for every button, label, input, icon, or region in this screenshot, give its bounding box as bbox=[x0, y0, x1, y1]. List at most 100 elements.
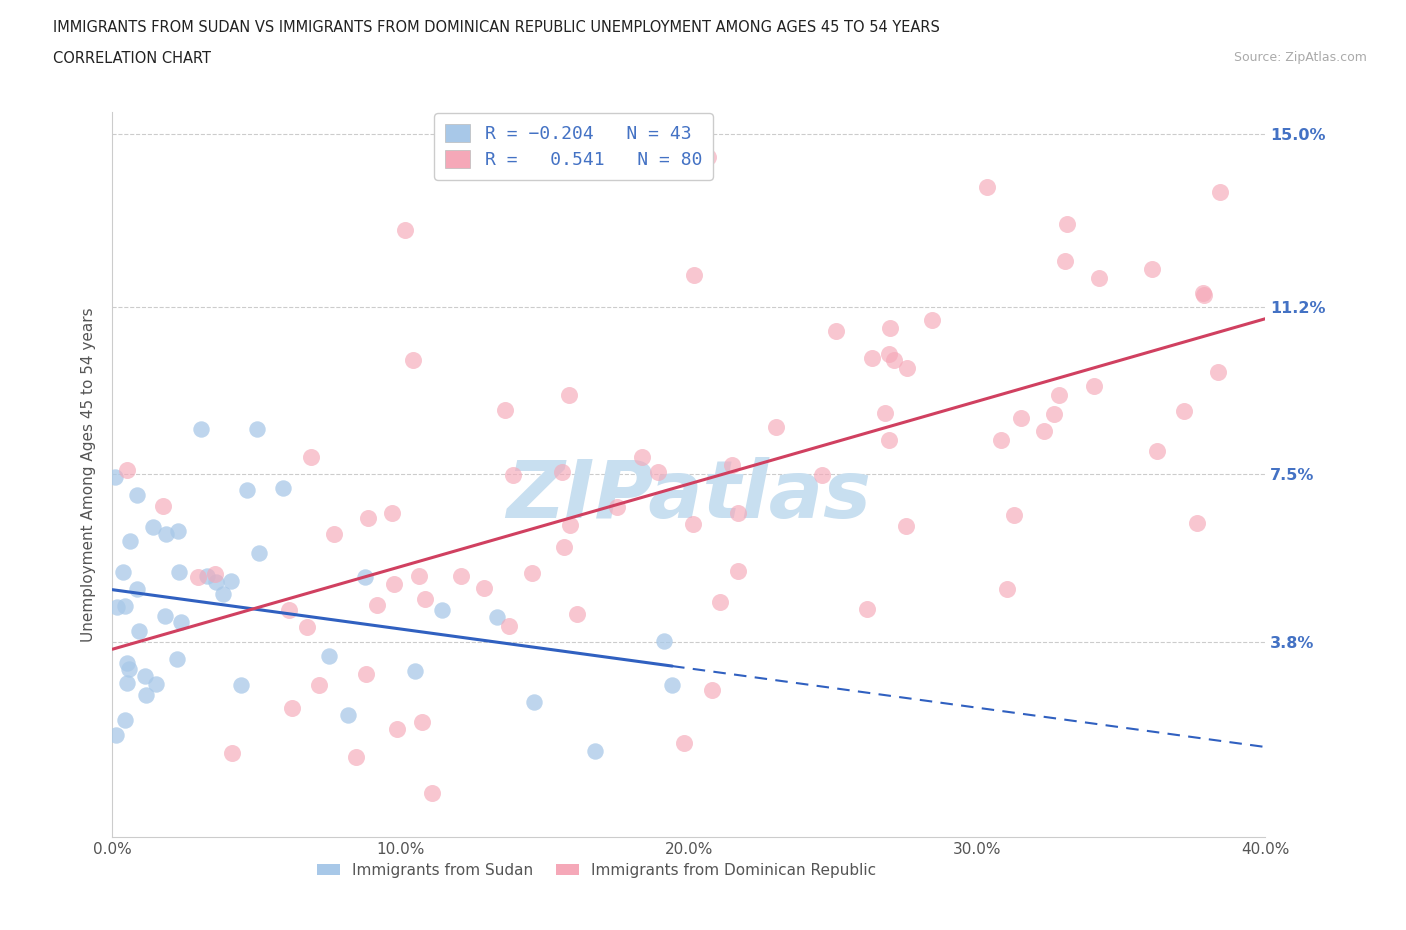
Point bbox=[381, 505, 404, 520]
Point bbox=[877, 346, 900, 361]
Point bbox=[134, 669, 156, 684]
Point bbox=[551, 464, 574, 479]
Point bbox=[856, 602, 879, 617]
Point bbox=[1185, 515, 1208, 530]
Point bbox=[553, 539, 575, 554]
Point bbox=[195, 568, 218, 583]
Point bbox=[583, 743, 606, 758]
Point bbox=[606, 499, 628, 514]
Point bbox=[879, 320, 901, 335]
Point bbox=[420, 786, 443, 801]
Point bbox=[271, 481, 294, 496]
Point bbox=[114, 712, 136, 727]
Point bbox=[212, 586, 235, 601]
Point bbox=[825, 324, 848, 339]
Point bbox=[810, 468, 832, 483]
Point bbox=[862, 351, 884, 365]
Point bbox=[565, 606, 588, 621]
Point bbox=[558, 388, 581, 403]
Point bbox=[1173, 404, 1195, 418]
Point bbox=[721, 458, 744, 472]
Y-axis label: Unemployment Among Ages 45 to 54 years: Unemployment Among Ages 45 to 54 years bbox=[80, 307, 96, 642]
Point bbox=[485, 610, 508, 625]
Point bbox=[127, 581, 149, 596]
Point bbox=[187, 569, 209, 584]
Point bbox=[1191, 286, 1213, 300]
Point bbox=[523, 695, 546, 710]
Point bbox=[1047, 388, 1070, 403]
Point bbox=[337, 708, 360, 723]
Point bbox=[145, 676, 167, 691]
Point bbox=[1206, 365, 1229, 379]
Text: Source: ZipAtlas.com: Source: ZipAtlas.com bbox=[1233, 51, 1367, 64]
Text: CORRELATION CHART: CORRELATION CHART bbox=[53, 51, 211, 66]
Point bbox=[1002, 507, 1025, 522]
Point bbox=[219, 574, 242, 589]
Point bbox=[683, 268, 706, 283]
Point bbox=[142, 520, 165, 535]
Point bbox=[631, 449, 654, 464]
Point bbox=[152, 498, 174, 513]
Point bbox=[118, 534, 141, 549]
Text: ZIPatlas: ZIPatlas bbox=[506, 457, 872, 535]
Point bbox=[921, 312, 943, 327]
Point bbox=[231, 677, 253, 692]
Point bbox=[894, 519, 917, 534]
Point bbox=[356, 666, 378, 681]
Point bbox=[1140, 261, 1163, 276]
Point bbox=[322, 527, 344, 542]
Point bbox=[472, 580, 495, 595]
Point bbox=[246, 421, 269, 436]
Point bbox=[354, 570, 377, 585]
Point bbox=[394, 222, 416, 237]
Point bbox=[112, 565, 135, 579]
Point bbox=[204, 566, 226, 581]
Point bbox=[408, 568, 430, 583]
Point bbox=[114, 598, 136, 613]
Point bbox=[247, 546, 270, 561]
Point bbox=[297, 619, 319, 634]
Point bbox=[1083, 379, 1105, 393]
Point bbox=[135, 687, 157, 702]
Point bbox=[344, 750, 367, 764]
Point bbox=[1053, 253, 1076, 268]
Point bbox=[278, 603, 301, 618]
Point bbox=[117, 463, 139, 478]
Point bbox=[896, 360, 918, 375]
Point bbox=[1146, 444, 1168, 458]
Point bbox=[387, 722, 409, 737]
Point bbox=[104, 727, 127, 742]
Point bbox=[204, 574, 226, 589]
Point bbox=[727, 564, 749, 578]
Point bbox=[672, 736, 695, 751]
Point bbox=[430, 603, 453, 618]
Text: IMMIGRANTS FROM SUDAN VS IMMIGRANTS FROM DOMINICAN REPUBLIC UNEMPLOYMENT AMONG A: IMMIGRANTS FROM SUDAN VS IMMIGRANTS FROM… bbox=[53, 20, 941, 35]
Point bbox=[308, 677, 330, 692]
Point bbox=[411, 714, 433, 729]
Point bbox=[765, 419, 787, 434]
Point bbox=[652, 633, 675, 648]
Point bbox=[700, 683, 723, 698]
Point bbox=[318, 649, 340, 664]
Legend: Immigrants from Sudan, Immigrants from Dominican Republic: Immigrants from Sudan, Immigrants from D… bbox=[311, 857, 883, 884]
Point bbox=[1088, 271, 1111, 286]
Point bbox=[494, 403, 516, 418]
Point bbox=[520, 565, 543, 580]
Point bbox=[357, 511, 380, 525]
Point bbox=[155, 526, 177, 541]
Point bbox=[105, 599, 128, 614]
Point bbox=[167, 524, 190, 538]
Point bbox=[1010, 410, 1032, 425]
Point bbox=[498, 618, 520, 633]
Point bbox=[404, 663, 426, 678]
Point bbox=[413, 591, 436, 606]
Point bbox=[1033, 424, 1056, 439]
Point bbox=[995, 582, 1018, 597]
Point bbox=[1043, 406, 1066, 421]
Point bbox=[1192, 287, 1215, 302]
Point bbox=[170, 615, 193, 630]
Point bbox=[115, 656, 138, 671]
Point bbox=[883, 352, 905, 367]
Point bbox=[990, 432, 1012, 447]
Point bbox=[236, 482, 259, 497]
